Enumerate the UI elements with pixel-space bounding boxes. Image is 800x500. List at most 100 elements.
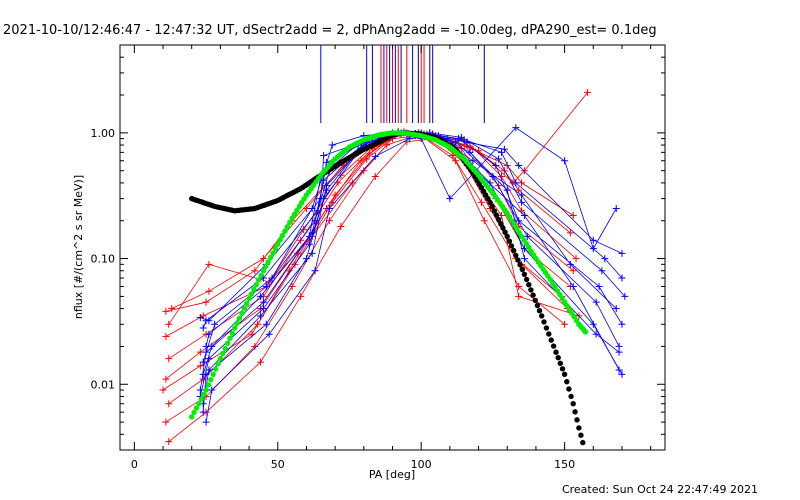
data-point bbox=[518, 191, 526, 199]
curve-dot-green bbox=[506, 214, 513, 220]
data-point bbox=[615, 366, 623, 374]
data-point bbox=[383, 141, 391, 149]
curve-dot-black bbox=[568, 393, 574, 400]
curve-dot-black bbox=[517, 262, 523, 268]
curve-dot-green bbox=[248, 291, 255, 297]
curve-dot-green bbox=[255, 277, 262, 283]
curve-dot-green bbox=[203, 387, 209, 393]
data-point bbox=[561, 157, 569, 165]
curve-dot-green bbox=[208, 376, 214, 383]
data-point bbox=[492, 162, 500, 170]
data-point bbox=[162, 375, 170, 383]
data-point bbox=[300, 226, 308, 234]
curve-dot-green bbox=[284, 224, 290, 230]
data-point bbox=[572, 255, 580, 263]
data-point bbox=[463, 138, 471, 146]
curve-dot-black bbox=[502, 229, 508, 235]
series-group bbox=[159, 88, 629, 446]
data-point bbox=[331, 191, 339, 199]
data-point bbox=[598, 267, 606, 275]
data-point bbox=[308, 249, 316, 257]
data-point bbox=[561, 320, 569, 328]
curve-dot-green bbox=[272, 246, 279, 252]
data-point bbox=[363, 155, 371, 163]
curve-dot-black bbox=[580, 439, 586, 446]
data-point bbox=[202, 418, 210, 426]
curve-dot-black bbox=[508, 243, 515, 249]
vertical-marker-group bbox=[320, 45, 485, 123]
data-point bbox=[196, 386, 204, 394]
curve-dot-green bbox=[246, 295, 252, 302]
data-point bbox=[520, 255, 528, 263]
curve-dot-black bbox=[487, 199, 493, 206]
data-point bbox=[503, 186, 511, 194]
curve-dot-black bbox=[559, 366, 566, 372]
data-point bbox=[259, 255, 267, 263]
curve-dot-black bbox=[541, 319, 547, 325]
data-point bbox=[202, 348, 210, 356]
curve-dot-black bbox=[513, 252, 519, 259]
data-point bbox=[495, 155, 503, 163]
series-line-red bbox=[165, 135, 565, 423]
data-point bbox=[466, 148, 474, 156]
curve-dot-black bbox=[519, 266, 525, 273]
curve-dot-green bbox=[258, 272, 264, 279]
curve-dot-green bbox=[296, 203, 302, 210]
curve-dot-green bbox=[220, 350, 226, 357]
data-point bbox=[569, 267, 577, 275]
data-point bbox=[251, 267, 259, 275]
data-point bbox=[357, 157, 365, 165]
data-point bbox=[325, 205, 333, 213]
series-line-blue bbox=[202, 132, 623, 413]
curve-dot-green bbox=[516, 229, 522, 236]
curve-dot-green bbox=[277, 237, 283, 243]
curve-dot-black bbox=[566, 386, 572, 392]
data-point bbox=[211, 320, 219, 328]
data-point bbox=[162, 332, 170, 340]
data-point bbox=[259, 298, 267, 306]
curve-dot-black bbox=[550, 343, 557, 349]
curve-dot-green bbox=[224, 340, 231, 346]
x-tick-label: 0 bbox=[131, 458, 138, 471]
curve-dot-green bbox=[504, 210, 510, 216]
curve-dot-black bbox=[553, 349, 559, 355]
curve-dot-green bbox=[236, 315, 243, 321]
data-point bbox=[199, 408, 207, 416]
curve-dot-green bbox=[212, 366, 219, 372]
data-point bbox=[285, 267, 293, 275]
curve-dot-black bbox=[489, 203, 495, 210]
data-point bbox=[569, 212, 577, 220]
curve-dot-green bbox=[509, 218, 515, 224]
data-point bbox=[196, 362, 204, 370]
data-point bbox=[205, 287, 213, 295]
data-point bbox=[618, 320, 626, 328]
data-point bbox=[165, 400, 173, 408]
data-point bbox=[621, 292, 629, 300]
curve-dot-green bbox=[196, 400, 202, 407]
y-tick-label: 0.10 bbox=[91, 253, 116, 266]
data-point bbox=[512, 179, 520, 187]
series-line-red bbox=[168, 133, 568, 405]
data-point bbox=[523, 232, 531, 240]
data-point bbox=[257, 292, 265, 300]
y-axis-label: nflux [#/(cm^2 s sr MeV)] bbox=[72, 175, 85, 319]
data-point bbox=[196, 313, 204, 321]
data-point bbox=[317, 195, 325, 203]
created-timestamp: Created: Sun Oct 24 22:47:49 2021 bbox=[562, 483, 758, 496]
x-tick-label: 150 bbox=[554, 458, 575, 471]
data-point bbox=[612, 205, 620, 213]
curve-dot-green bbox=[244, 300, 250, 307]
data-point bbox=[612, 305, 620, 313]
data-point bbox=[165, 438, 173, 446]
data-point bbox=[165, 320, 173, 328]
data-point bbox=[518, 198, 526, 206]
curve-dot-black bbox=[511, 247, 517, 254]
curve-dot-green bbox=[205, 382, 212, 388]
data-point bbox=[337, 222, 345, 230]
curve-dot-green bbox=[191, 409, 197, 416]
curve-dot-black bbox=[564, 379, 570, 385]
curve-dot-black bbox=[546, 331, 552, 337]
curve-dot-green bbox=[232, 325, 238, 331]
data-point bbox=[162, 418, 170, 426]
data-point bbox=[168, 305, 176, 313]
